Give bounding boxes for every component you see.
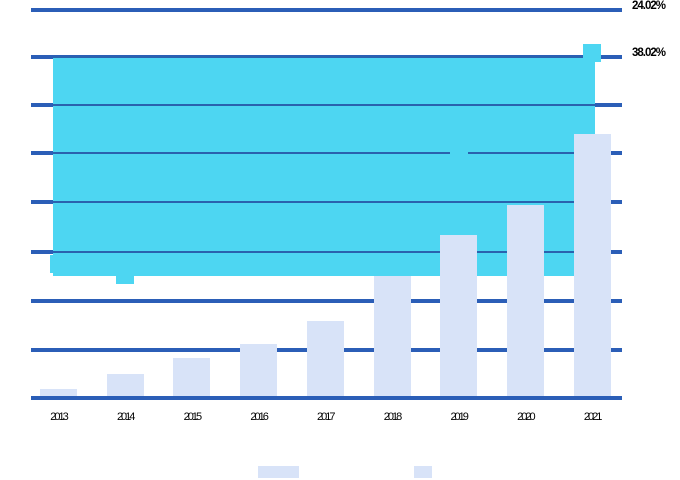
annotation-top-gridline: 24.02%	[632, 0, 666, 12]
bar	[506, 204, 544, 396]
x-axis-label: 2016	[250, 411, 268, 423]
gridline	[31, 299, 622, 303]
bar	[306, 320, 344, 396]
annotation-line-end-value: 38.02%	[632, 47, 666, 59]
line-point-marker	[583, 44, 602, 62]
x-axis-label: 2015	[183, 411, 202, 423]
x-axis-line	[31, 396, 622, 400]
gridline-over-band	[53, 152, 595, 154]
bar	[240, 343, 278, 396]
line-series-swatch	[414, 466, 432, 478]
gridline-over-band	[53, 201, 595, 203]
line-series-band	[53, 57, 595, 276]
gridline-over-band	[53, 104, 595, 106]
bar	[173, 358, 211, 396]
bar	[40, 388, 77, 396]
x-axis-label: 2013	[50, 411, 68, 423]
line-point-marker	[449, 144, 468, 162]
x-axis-label: 2017	[317, 411, 335, 423]
gridline-over-band	[53, 251, 595, 253]
x-axis-label: 2019	[450, 411, 468, 423]
gridline-over-band	[53, 56, 595, 58]
bar	[573, 133, 611, 396]
bar	[440, 234, 478, 396]
x-axis-label: 2018	[383, 411, 402, 423]
x-axis-label: 2021	[583, 411, 602, 423]
bar	[106, 374, 144, 396]
line-point-marker	[116, 265, 135, 284]
bar-series-swatch	[258, 466, 299, 478]
x-axis-label: 2020	[517, 411, 535, 423]
line-point-marker	[49, 254, 68, 273]
gridline	[31, 8, 622, 12]
bar	[373, 275, 411, 396]
x-axis-label: 2014	[116, 411, 135, 423]
